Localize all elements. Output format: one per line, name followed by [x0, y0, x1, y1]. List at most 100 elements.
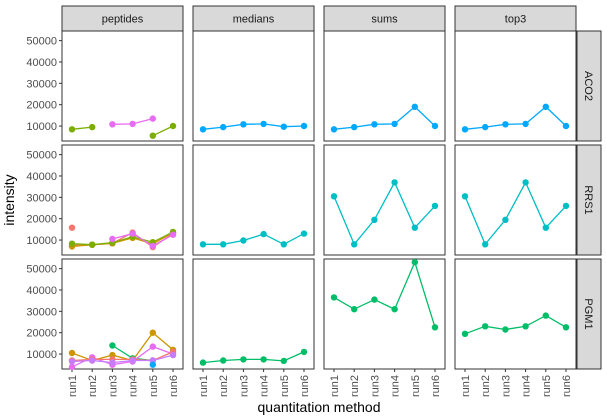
series-line — [333, 105, 436, 130]
data-point — [129, 230, 136, 237]
x-tick-label: run2 — [87, 375, 99, 397]
data-point — [280, 357, 287, 365]
data-point — [260, 120, 267, 128]
data-point — [220, 123, 227, 131]
data-point — [330, 193, 338, 200]
data-point — [391, 120, 398, 128]
y-tick-label: 30000 — [26, 192, 57, 204]
x-tick-label: run5 — [148, 375, 160, 397]
data-point — [149, 361, 156, 368]
y-tick-label: 30000 — [26, 78, 57, 90]
x-tick-label: run5 — [279, 375, 291, 397]
x-tick-label: run1 — [460, 375, 472, 397]
data-point — [351, 241, 358, 248]
data-point — [89, 241, 96, 248]
y-tick-label: 50000 — [26, 150, 57, 162]
data-point — [522, 179, 529, 186]
data-point — [149, 329, 156, 336]
y-tick-label: 40000 — [26, 171, 57, 183]
series-line — [71, 231, 174, 246]
data-point — [300, 348, 308, 356]
strip-top-label: sums — [371, 14, 398, 26]
y-tick-label: 10000 — [26, 349, 57, 361]
y-tick-label: 40000 — [26, 57, 57, 69]
data-point — [240, 356, 247, 363]
data-point — [109, 121, 116, 128]
y-tick-label: 20000 — [26, 100, 57, 112]
data-point — [260, 230, 267, 238]
data-point — [149, 115, 156, 122]
data-point — [280, 241, 287, 248]
data-point — [562, 202, 570, 210]
data-point — [89, 123, 96, 131]
series-line — [112, 232, 174, 247]
x-tick-label: run5 — [410, 375, 422, 397]
x-tick-label: run5 — [541, 375, 553, 397]
x-tick-label: run2 — [480, 375, 492, 397]
series-line — [464, 105, 567, 130]
panels-layer — [61, 30, 577, 370]
data-point — [129, 357, 136, 364]
panel-aco2-medians — [192, 30, 315, 142]
data-layer — [68, 103, 570, 371]
strip-top-medians — [192, 5, 315, 32]
data-point — [330, 294, 338, 301]
data-point — [482, 323, 489, 330]
data-point — [68, 126, 76, 133]
data-point — [199, 359, 207, 366]
data-point — [562, 324, 570, 331]
panel-aco2-peptides — [61, 30, 184, 142]
data-point — [542, 224, 549, 231]
y-axis-title: intensity — [1, 174, 17, 225]
data-point — [109, 342, 116, 349]
x-tick-label: run4 — [390, 375, 402, 397]
axes-layer: 10000 20000 30000 40000 50000 10000 20000 30000… — [26, 36, 573, 397]
data-point — [109, 359, 116, 366]
x-tick-label: run2 — [218, 375, 230, 397]
x-tick-label: run3 — [369, 375, 381, 397]
strip-top-label: top3 — [505, 14, 526, 26]
x-tick-label: run1 — [198, 375, 210, 397]
data-point — [502, 216, 509, 223]
x-tick-label: run1 — [329, 375, 341, 397]
strip-top-peptides — [61, 5, 184, 32]
panel-pgm1-top3 — [454, 258, 577, 370]
data-point — [149, 343, 156, 350]
x-tick-label: run6 — [168, 375, 180, 397]
y-tick-label: 10000 — [26, 235, 57, 247]
data-point — [411, 224, 418, 231]
data-point — [300, 230, 308, 237]
strip-top-top3 — [454, 5, 577, 32]
x-tick-label: run3 — [238, 375, 250, 397]
data-point — [371, 121, 378, 128]
data-point — [522, 120, 529, 128]
series-line — [333, 180, 436, 246]
data-point — [68, 349, 76, 357]
data-point — [542, 312, 549, 319]
data-point — [351, 123, 358, 131]
data-point — [351, 306, 358, 313]
data-point — [260, 356, 267, 363]
data-point — [68, 358, 76, 365]
x-tick-label: run6 — [561, 375, 573, 397]
data-point — [129, 120, 136, 128]
data-point — [169, 351, 177, 359]
data-point — [482, 241, 489, 248]
strip-right-label: PGM1 — [582, 298, 594, 329]
x-tick-label: run3 — [107, 375, 119, 397]
data-point — [461, 330, 469, 337]
data-point — [562, 122, 570, 130]
strip-right-rrs1 — [576, 144, 602, 256]
strip-top-label: peptides — [102, 14, 144, 26]
strip-top-label: medians — [233, 14, 275, 26]
data-point — [461, 126, 469, 133]
data-point — [431, 202, 439, 210]
data-point — [502, 326, 509, 333]
series-line — [71, 126, 93, 130]
data-point — [411, 103, 418, 111]
data-point — [199, 126, 207, 133]
data-point — [371, 216, 378, 223]
y-tick-label: 20000 — [26, 214, 57, 226]
data-point — [68, 363, 76, 371]
